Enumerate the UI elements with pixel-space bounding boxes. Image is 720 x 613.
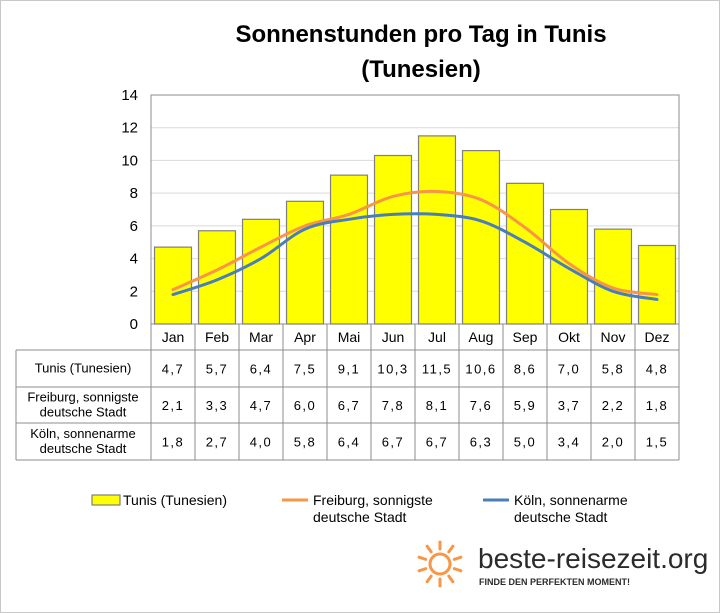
y-axis: 0 2 4 6 8 10 12 14 [121, 87, 138, 333]
data-label: 7,8 [382, 398, 405, 413]
data-label: 1,8 [646, 398, 669, 413]
sun-ray [452, 555, 463, 561]
data-label: 5,7 [206, 362, 229, 377]
bar-apr [285, 200, 325, 325]
legend-label: Köln, sonnenarme [514, 492, 628, 508]
bar-jun [373, 154, 413, 325]
data-label: 1,8 [162, 435, 185, 450]
legend: Tunis (Tunesien) Freiburg, sonnigstedeuts… [91, 492, 628, 525]
y-tick-label: 4 [130, 251, 138, 268]
data-label: 9,1 [338, 362, 361, 377]
data-label: 6,7 [338, 398, 361, 413]
bar-sep [505, 182, 545, 325]
x-tick-label: Feb [205, 329, 229, 345]
data-label: 6,0 [294, 398, 317, 413]
lines [171, 189, 659, 301]
bar-mar [241, 218, 281, 325]
x-tick-label: Jun [382, 329, 405, 345]
data-label: 10,6 [465, 362, 496, 377]
table-row-label: deutsche Stadt [40, 405, 127, 420]
y-tick-label: 10 [121, 152, 138, 169]
data-label: 6,3 [470, 435, 493, 450]
table-row-label: Freiburg, sonnigste [27, 390, 138, 405]
sun-ray [425, 574, 433, 584]
data-label: 3,3 [206, 398, 229, 413]
x-tick-label: Jul [428, 329, 446, 345]
data-label: 7,5 [294, 362, 317, 377]
data-label: 2,7 [206, 435, 229, 450]
sun-ray [447, 574, 455, 584]
data-label: 8,1 [426, 398, 449, 413]
logo-tagline: FINDE DEN PERFEKTEN MOMENT! [479, 577, 630, 587]
line-series-1 [171, 189, 659, 297]
data-label: 5,9 [514, 398, 537, 413]
y-tick-label: 2 [130, 283, 138, 300]
data-label: 11,5 [422, 362, 452, 377]
bar-aug [461, 150, 501, 325]
table-row-label: deutsche Stadt [40, 441, 127, 456]
legend-label: Tunis (Tunesien) [123, 492, 227, 508]
bar-jul [417, 135, 457, 325]
data-label: 6,7 [426, 435, 449, 450]
x-tick-label: Aug [469, 329, 494, 345]
data-label: 4,0 [250, 435, 273, 450]
logo: beste-reisezeit.org FINDE DEN PERFEKTEN … [417, 540, 708, 588]
legend-label: deutsche Stadt [313, 509, 407, 525]
sun-ray [417, 567, 428, 573]
data-label: 2,2 [602, 398, 625, 413]
x-tick-label: Okt [558, 329, 580, 345]
table-row-label: Köln, sonnenarme [30, 426, 136, 441]
data-label: 1,5 [646, 435, 669, 450]
bars [153, 135, 677, 325]
data-label: 5,8 [602, 362, 625, 377]
data-label: 2,0 [602, 435, 625, 450]
data-label: 10,3 [377, 362, 408, 377]
y-tick-label: 12 [121, 120, 138, 137]
table-row-label: Tunis (Tunesien) [35, 361, 132, 376]
logo-name: beste-reisezeit.org [478, 543, 708, 574]
sun-ray [425, 544, 433, 554]
x-tick-label: Sep [513, 329, 538, 345]
bar-mai [329, 174, 369, 325]
line-series-2 [171, 212, 659, 301]
data-label: 7,6 [470, 398, 493, 413]
x-tick-label: Mar [249, 329, 273, 345]
y-tick-label: 6 [130, 218, 138, 235]
data-label: 4,7 [250, 398, 273, 413]
data-label: 5,0 [514, 435, 537, 450]
data-table: Jan Feb Mar Apr Mai Jun Jul Aug Sep Okt Nov Dez Tuni… [15, 324, 680, 461]
x-tick-label: Apr [294, 329, 316, 345]
data-label: 5,8 [294, 435, 317, 450]
y-tick-label: 8 [130, 185, 138, 202]
data-label: 4,7 [162, 362, 185, 377]
y-tick-label: 0 [130, 316, 138, 333]
legend-swatch-bar [91, 494, 121, 506]
data-label: 7,0 [558, 362, 581, 377]
sun-core [428, 552, 452, 576]
data-label: 8,6 [514, 362, 537, 377]
data-label: 6,7 [382, 435, 405, 450]
data-label: 6,4 [250, 362, 273, 377]
x-tick-label: Jan [162, 329, 185, 345]
sun-ray [417, 555, 428, 561]
y-tick-label: 14 [121, 87, 138, 104]
data-label: 2,1 [162, 398, 185, 413]
data-label: 4,8 [646, 362, 669, 377]
x-tick-label: Dez [645, 329, 670, 345]
sun-ray [452, 567, 463, 573]
bar-nov [593, 228, 633, 325]
legend-label: Freiburg, sonnigste [313, 492, 433, 508]
data-label: 3,4 [558, 435, 581, 450]
data-label: 6,4 [338, 435, 361, 450]
sun-icon [417, 540, 463, 588]
sun-ray [447, 544, 455, 554]
data-label: 3,7 [558, 398, 581, 413]
x-tick-label: Nov [601, 329, 626, 345]
chart-title-line-2: (Tunesien) [361, 56, 481, 83]
chart-title-line-1: Sonnenstunden pro Tag in Tunis [235, 21, 606, 48]
bar-dez [637, 244, 677, 325]
x-tick-label: Mai [338, 329, 361, 345]
legend-label: deutsche Stadt [514, 509, 608, 525]
